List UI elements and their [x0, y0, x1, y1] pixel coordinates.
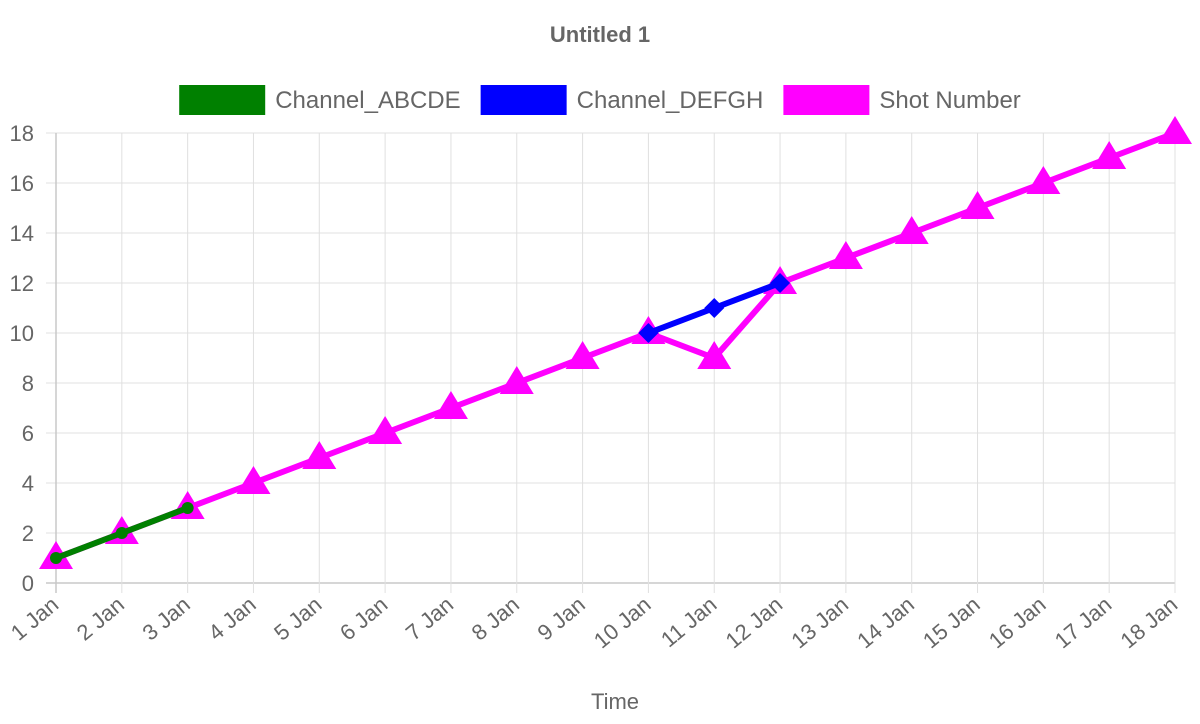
x-tick-label: 7 Jan [401, 592, 458, 646]
x-tick-label: 8 Jan [467, 592, 524, 646]
triangle-marker [433, 391, 468, 420]
x-tick-label: 2 Jan [72, 592, 129, 646]
legend: Channel_ABCDE Channel_DEFGH Shot Number [179, 85, 1021, 115]
x-tick-label: 12 Jan [721, 592, 788, 654]
axis-layer: 0 2 4 6 8 10 12 14 16 18 1 Jan 2 Jan 3 Jan 4 Jan 5 Jan… [6, 121, 1182, 653]
grid-layer [46, 132, 1176, 593]
x-tick-label: 9 Jan [532, 592, 589, 646]
series-layer [39, 116, 1192, 570]
x-tick-label: 15 Jan [918, 592, 985, 654]
x-tick-label: 16 Jan [984, 592, 1051, 654]
circle-marker [50, 552, 62, 564]
y-tick-label: 6 [22, 421, 34, 446]
y-tick-label: 4 [22, 471, 34, 496]
y-tick-label: 10 [10, 321, 34, 346]
legend-label: Shot Number [879, 87, 1020, 114]
diamond-marker [704, 298, 725, 318]
legend-item-shot-number: Shot Number [783, 85, 1021, 115]
triangle-marker [894, 216, 929, 245]
x-axis-title: Time [591, 689, 639, 714]
y-tick-label: 0 [22, 571, 34, 596]
y-tick-label: 14 [10, 221, 34, 246]
y-tick-label: 18 [10, 121, 34, 146]
triangle-marker [960, 191, 995, 220]
legend-swatch [179, 85, 266, 115]
triangle-marker [1092, 141, 1127, 170]
diamond-marker [770, 273, 791, 293]
legend-item-channel-abcde: Channel_ABCDE [179, 85, 461, 115]
triangle-marker [302, 441, 337, 470]
series-shot-number [39, 116, 1192, 570]
circle-marker [181, 502, 194, 514]
chart-title: Untitled 1 [550, 22, 650, 47]
legend-swatch [480, 85, 567, 115]
triangle-marker [828, 241, 863, 270]
y-tick-label: 8 [22, 371, 34, 396]
x-tick-label: 17 Jan [1050, 592, 1117, 654]
triangle-marker [236, 466, 271, 495]
triangle-marker [1026, 166, 1061, 195]
triangle-marker [499, 366, 534, 395]
series-channel-defgh [638, 273, 791, 343]
x-tick-label: 4 Jan [203, 592, 260, 646]
triangle-marker [368, 416, 403, 445]
triangle-marker [565, 341, 600, 370]
circle-marker [115, 527, 128, 539]
series-line [53, 130, 1178, 561]
legend-label: Channel_ABCDE [275, 87, 460, 114]
y-tick-label: 2 [22, 521, 34, 546]
x-tick-label: 11 Jan [656, 592, 721, 653]
x-tick-label: 6 Jan [335, 592, 392, 646]
triangle-marker [1158, 116, 1192, 145]
diamond-marker [638, 323, 659, 343]
series-channel-abcde [50, 502, 194, 564]
x-tick-label: 13 Jan [786, 592, 853, 654]
legend-item-channel-defgh: Channel_DEFGH [480, 85, 764, 115]
x-tick-label: 1 Jan [6, 592, 63, 646]
legend-swatch [783, 85, 870, 115]
x-tick-label: 5 Jan [269, 592, 326, 646]
x-tick-label: 14 Jan [852, 592, 919, 654]
x-tick-label: 10 Jan [589, 592, 656, 654]
legend-label: Channel_DEFGH [577, 87, 764, 114]
x-tick-label: 18 Jan [1116, 592, 1183, 654]
y-tick-label: 16 [10, 171, 34, 196]
triangle-marker [697, 341, 732, 370]
y-tick-label: 12 [10, 271, 34, 296]
x-tick-label: 3 Jan [138, 592, 195, 646]
